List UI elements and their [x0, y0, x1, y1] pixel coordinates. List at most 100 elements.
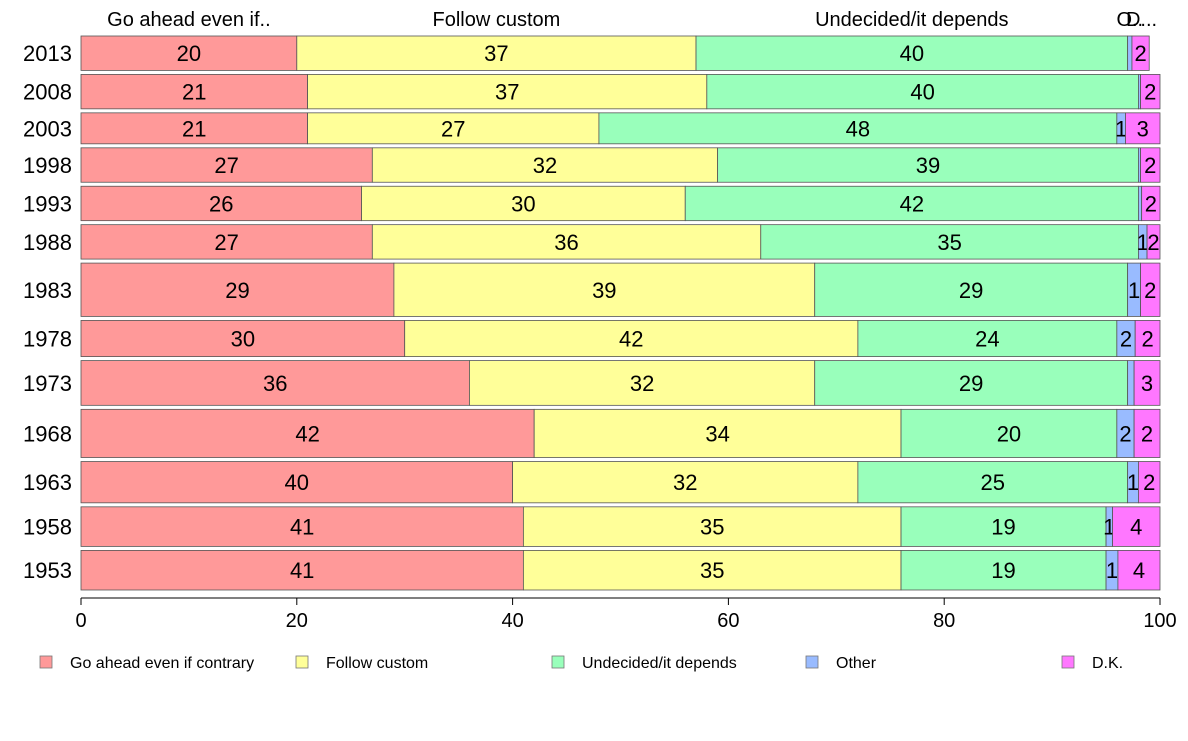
bar-segment [80, 74, 308, 110]
segment-label: 30 [231, 327, 255, 352]
segment-label: 1 [1115, 116, 1127, 141]
segment-label: 26 [209, 191, 233, 216]
year-label: 1953 [23, 558, 72, 583]
segment-label: 2 [1134, 41, 1146, 66]
segment-label: 2 [1119, 421, 1131, 446]
bar-segment [469, 360, 816, 406]
legend-label: Follow custom [326, 655, 428, 672]
year-label: 1968 [23, 421, 72, 446]
bar-segment [1140, 74, 1161, 110]
year-label: 1983 [23, 278, 72, 303]
segment-label: 3 [1141, 371, 1153, 396]
year-label: 1978 [23, 327, 72, 352]
x-tick-label: 100 [1143, 610, 1176, 632]
bar-segment [296, 35, 697, 71]
bar-segment [857, 461, 1129, 504]
bar-segment [80, 224, 373, 260]
bar-segment [80, 262, 395, 317]
bar-segment [1127, 360, 1135, 406]
bar-segment [522, 550, 902, 591]
bar-segment [533, 408, 902, 458]
segment-label: 2 [1144, 278, 1156, 303]
bar-segment [393, 262, 816, 317]
year-label: 1958 [23, 515, 72, 540]
bar-segment [512, 461, 859, 504]
segment-label: 2 [1120, 327, 1132, 352]
series-header-0: Go ahead even if.. [107, 9, 270, 31]
bar-segment [1141, 185, 1161, 222]
bar-segment [1134, 320, 1161, 357]
segment-label: 19 [991, 558, 1015, 583]
segment-label: 2 [1144, 80, 1156, 105]
segment-label: 2 [1145, 191, 1157, 216]
bar-segment [900, 506, 1107, 547]
x-tick-label: 80 [933, 610, 955, 632]
segment-label: 36 [263, 371, 287, 396]
segment-label: 1 [1137, 230, 1149, 255]
series-header-4: D... [1126, 9, 1157, 31]
segment-label: 42 [900, 191, 924, 216]
x-tick-label: 40 [501, 610, 523, 632]
bar-segment [1125, 112, 1161, 145]
bar-segment [1131, 35, 1150, 71]
bar-segment [706, 74, 1139, 110]
legend-swatch [295, 655, 309, 669]
bar-segment [522, 506, 902, 547]
segment-label: 30 [511, 191, 535, 216]
segment-label: 20 [997, 421, 1021, 446]
bar-segment [80, 185, 362, 222]
series-header-2: Undecided/it depends [815, 9, 1008, 31]
bar-segment [1127, 35, 1133, 71]
segment-label: 29 [959, 278, 983, 303]
segment-label: 1 [1127, 470, 1139, 495]
legend-swatch [39, 655, 53, 669]
segment-label: 29 [225, 278, 249, 303]
bar-segment [1133, 408, 1161, 458]
segment-label: 35 [937, 230, 961, 255]
bar-segment [404, 320, 859, 357]
legend-label: Other [836, 655, 877, 672]
bar-segment [80, 147, 373, 183]
year-label: 1973 [23, 371, 72, 396]
segment-label: 41 [290, 515, 314, 540]
segment-label: 2 [1144, 153, 1156, 178]
bar-segment [80, 461, 514, 504]
segment-label: 2 [1143, 470, 1155, 495]
series-header-1: Follow custom [433, 9, 561, 31]
segment-label: 39 [916, 153, 940, 178]
year-label: 1998 [23, 153, 72, 178]
segment-label: 21 [182, 80, 206, 105]
legend-label: Undecided/it depends [582, 655, 737, 672]
segment-label: 48 [846, 116, 870, 141]
x-tick-label: 20 [286, 610, 308, 632]
bar-segment [900, 550, 1107, 591]
year-label: 1993 [23, 191, 72, 216]
bar-segment [371, 147, 719, 183]
segment-label: 20 [177, 41, 201, 66]
segment-label: 32 [673, 470, 697, 495]
segment-label: 2 [1147, 230, 1159, 255]
legend-label: Go ahead even if contrary [70, 655, 254, 672]
year-label: 2013 [23, 41, 72, 66]
bar-segment [80, 550, 524, 591]
bar-segment [814, 360, 1129, 406]
bar-segment [80, 360, 470, 406]
bar-segment [1112, 506, 1161, 547]
bar-segment [1140, 147, 1161, 183]
segment-label: 40 [900, 41, 924, 66]
segment-label: 32 [630, 371, 654, 396]
bar-segment [1117, 550, 1161, 591]
segment-label: 27 [441, 116, 465, 141]
segment-label: 34 [705, 421, 729, 446]
segment-label: 4 [1130, 515, 1142, 540]
bar-segment [1138, 461, 1161, 504]
bar-segment [307, 74, 708, 110]
segment-label: 1 [1106, 558, 1118, 583]
bar-segment [371, 224, 762, 260]
bar-segment [361, 185, 686, 222]
x-tick-label: 60 [717, 610, 739, 632]
segment-label: 42 [295, 421, 319, 446]
bar-segment [80, 506, 524, 547]
legend-label: D.K. [1092, 655, 1123, 672]
